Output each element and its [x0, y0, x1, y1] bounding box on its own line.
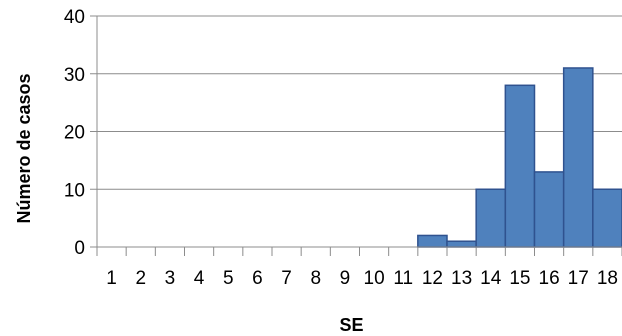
x-tick-label-2: 2: [135, 268, 146, 289]
bar-17: [562, 67, 594, 248]
x-tick-label-1: 1: [106, 268, 117, 289]
y-tick-label-10: 10: [64, 180, 85, 201]
x-tick-label-9: 9: [340, 268, 351, 289]
x-axis-title: SE: [339, 315, 363, 335]
gridlines: [97, 15, 622, 190]
y-axis-title: Número de casos: [14, 73, 34, 223]
bar-12: [417, 234, 448, 248]
x-tick-label-17: 17: [568, 268, 589, 289]
y-tick-label-20: 20: [64, 123, 85, 144]
x-tick-label-5: 5: [223, 268, 234, 289]
bar-14: [475, 188, 507, 248]
x-tick-label-11: 11: [393, 268, 413, 289]
x-tick-label-16: 16: [539, 268, 560, 289]
bars: [417, 67, 622, 248]
x-tick-label-13: 13: [451, 268, 472, 289]
y-tick-label-30: 30: [64, 65, 85, 86]
bar-16: [533, 171, 565, 248]
x-tick-label-15: 15: [509, 268, 530, 289]
x-tick-label-7: 7: [281, 268, 292, 289]
y-tick-label-40: 40: [64, 7, 85, 28]
x-tick-label-10: 10: [364, 268, 385, 289]
bar-13: [446, 240, 477, 248]
bar-18: [592, 188, 622, 248]
y-tick-label-0: 0: [74, 238, 85, 259]
x-tick-label-6: 6: [252, 268, 263, 289]
x-tick-label-12: 12: [422, 268, 443, 289]
x-tick-label-4: 4: [194, 268, 205, 289]
y-tick-labels: 0 10 20 30 40: [64, 7, 85, 259]
x-tick-label-18: 18: [597, 268, 618, 289]
axes: [90, 15, 622, 256]
x-tick-label-8: 8: [310, 268, 321, 289]
x-tick-labels: 1 2 3 4 5 6 7 8 9 10 11 12 13 14 15 16 17 18: [106, 268, 618, 289]
x-tick-label-3: 3: [165, 268, 176, 289]
bar-15: [504, 84, 536, 248]
x-tick-label-14: 14: [480, 268, 502, 289]
